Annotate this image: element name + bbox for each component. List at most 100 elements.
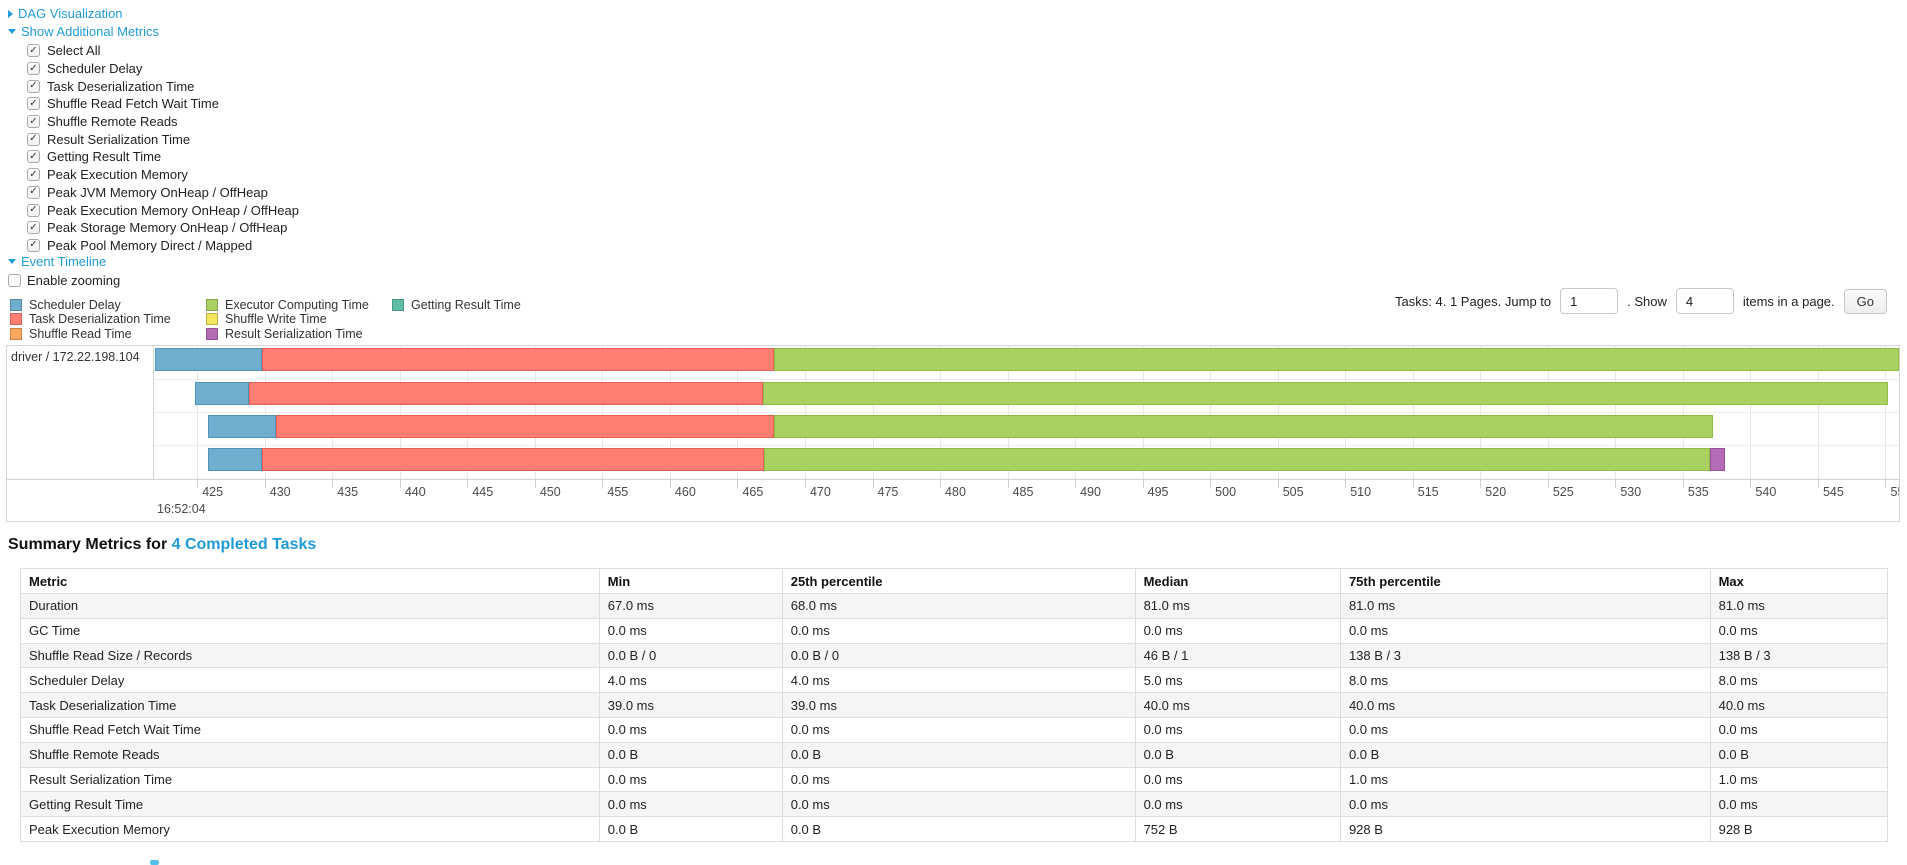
task-deserialization-segment[interactable] (248, 382, 764, 406)
metric-option-label: Peak JVM Memory OnHeap / OffHeap (47, 184, 268, 200)
column-header: Max (1709, 568, 1889, 595)
legend-column: Scheduler Delay Task Deserialization Time… (10, 297, 206, 341)
clipped-element-fragment (150, 860, 159, 865)
metric-value-cell: 46 B / 1 (1134, 642, 1341, 669)
items-per-page-input[interactable] (1675, 288, 1734, 315)
executor-computing-segment[interactable] (773, 348, 1899, 372)
metric-option: ✓ Peak JVM Memory OnHeap / OffHeap (27, 184, 1907, 202)
metric-option: ✓ Result Serialization Time (27, 130, 1907, 148)
jump-to-page-input[interactable] (1560, 288, 1619, 315)
section-toggle-event-timeline[interactable]: Event Timeline (8, 254, 1907, 269)
dag-visualization-link[interactable]: DAG Visualization (18, 6, 123, 21)
pagination-items-text: items in a page. (1742, 293, 1835, 309)
axis-tick (1412, 480, 1414, 489)
summary-metrics-table: Metric Min 25th percentile Median 75th perce… (20, 568, 1889, 843)
metric-option-label: Peak Storage Memory OnHeap / OffHeap (47, 220, 288, 236)
axis-tick (1615, 480, 1617, 489)
checkbox[interactable]: ✓ (27, 203, 40, 217)
legend-item: Shuffle Read Time (10, 326, 206, 341)
checkbox[interactable]: ✓ (27, 238, 40, 252)
metric-option-label: Task Deserialization Time (47, 78, 195, 94)
pagination-summary-text: Tasks: 4. 1 Pages. Jump to (1395, 293, 1552, 309)
axis-tick-label: 455 (607, 485, 629, 500)
metric-value-cell: 4.0 ms (598, 667, 783, 694)
axis-tick-label: 515 (1417, 485, 1439, 500)
legend-label: Shuffle Write Time (225, 312, 327, 327)
task-deserialization-segment[interactable] (275, 415, 774, 439)
completed-tasks-link[interactable]: 4 Completed Tasks (171, 536, 317, 554)
checkbox[interactable]: ✓ (27, 150, 40, 164)
metric-value-cell: 0.0 ms (1134, 791, 1341, 818)
show-additional-metrics-link[interactable]: Show Additional Metrics (21, 24, 160, 39)
event-timeline-link[interactable]: Event Timeline (21, 254, 107, 270)
axis-tick-label: 440 (404, 485, 426, 500)
column-header: Min (598, 568, 783, 595)
spark-stage-page: DAG Visualization Show Additional Metric… (6, 6, 1907, 865)
metric-value-cell: 81.0 ms (1709, 593, 1889, 619)
executor-computing-segment[interactable] (773, 415, 1713, 439)
checkbox[interactable]: ✓ (27, 185, 40, 199)
axis-tick (669, 480, 671, 489)
axis-tick (804, 480, 806, 489)
expanded-arrow-icon (8, 259, 16, 265)
scheduler-delay-segment[interactable] (194, 382, 249, 406)
checkbox[interactable]: ✓ (27, 221, 40, 235)
shuffle-write-swatch (206, 313, 218, 326)
metric-value-cell: 0.0 B (1134, 741, 1341, 768)
axis-tick-label: 550 (1890, 485, 1899, 500)
table-row: GC Time 0.0 ms 0.0 ms 0.0 ms 0.0 ms 0.0 ms (20, 617, 1889, 644)
legend-item: Scheduler Delay (10, 297, 206, 312)
checkbox[interactable]: ✓ (27, 168, 40, 182)
axis-tick-label: 495 (1147, 485, 1169, 500)
enable-zooming-checkbox[interactable]: ✓ (8, 274, 21, 288)
scheduler-delay-segment[interactable] (208, 448, 263, 472)
checkbox[interactable]: ✓ (27, 79, 40, 93)
task-deserialization-segment[interactable] (262, 448, 765, 472)
metric-value-cell: 0.0 ms (1134, 717, 1341, 743)
summary-title-prefix: Summary Metrics for (8, 536, 172, 554)
task-deserialization-segment[interactable] (262, 348, 774, 372)
metric-value-cell: 0.0 ms (781, 617, 1136, 644)
scheduler-delay-segment[interactable] (208, 415, 276, 439)
axis-tick-label: 540 (1755, 485, 1777, 500)
metric-option-label: Select All (47, 43, 101, 59)
result-serialization-segment[interactable] (1709, 448, 1725, 472)
metric-value-cell: 40.0 ms (1339, 692, 1711, 719)
axis-tick-label: 505 (1282, 485, 1304, 500)
checkbox[interactable]: ✓ (27, 62, 40, 76)
metric-value-cell: 0.0 B (1709, 741, 1889, 768)
table-row: Shuffle Read Size / Records 0.0 B / 0 0.0 … (20, 642, 1889, 669)
checkbox[interactable]: ✓ (27, 115, 40, 129)
go-button[interactable]: Go (1843, 288, 1887, 314)
metric-value-cell: 0.0 ms (1709, 717, 1889, 743)
executor-computing-segment[interactable] (764, 448, 1710, 472)
table-row: Scheduler Delay 4.0 ms 4.0 ms 5.0 ms 8.0 ms 8… (20, 667, 1889, 694)
checkbox[interactable]: ✓ (27, 97, 40, 111)
executor-computing-segment[interactable] (763, 382, 1889, 406)
legend-label: Task Deserialization Time (29, 312, 171, 327)
metric-value-cell: 0.0 ms (781, 791, 1136, 818)
axis-tick (1682, 480, 1684, 489)
axis-tick (1277, 480, 1279, 489)
checkbox[interactable]: ✓ (27, 132, 40, 146)
axis-tick-label: 525 (1552, 485, 1574, 500)
legend-label: Executor Computing Time (225, 297, 369, 312)
scheduler-delay-segment[interactable] (155, 348, 263, 372)
axis-tick (1075, 480, 1077, 489)
section-toggle-show-additional-metrics[interactable]: Show Additional Metrics (8, 24, 1907, 39)
metric-value-cell: 67.0 ms (598, 593, 783, 619)
checkbox[interactable]: ✓ (27, 44, 40, 58)
metric-value-cell: 39.0 ms (598, 692, 783, 719)
metric-value-cell: 0.0 B (1339, 741, 1711, 768)
task-deserialization-swatch (10, 313, 22, 326)
metric-name-cell: Scheduler Delay (20, 667, 600, 694)
metric-value-cell: 0.0 B (781, 741, 1136, 768)
metric-name-cell: Peak Execution Memory (20, 816, 600, 843)
metric-value-cell: 81.0 ms (1339, 593, 1711, 619)
section-toggle-dag-visualization[interactable]: DAG Visualization (8, 6, 1907, 21)
metric-value-cell: 0.0 ms (1709, 617, 1889, 644)
axis-tick-label: 520 (1485, 485, 1507, 500)
legend-item: Result Serialization Time (206, 326, 392, 341)
axis-tick (872, 480, 874, 489)
axis-tick (534, 480, 536, 489)
